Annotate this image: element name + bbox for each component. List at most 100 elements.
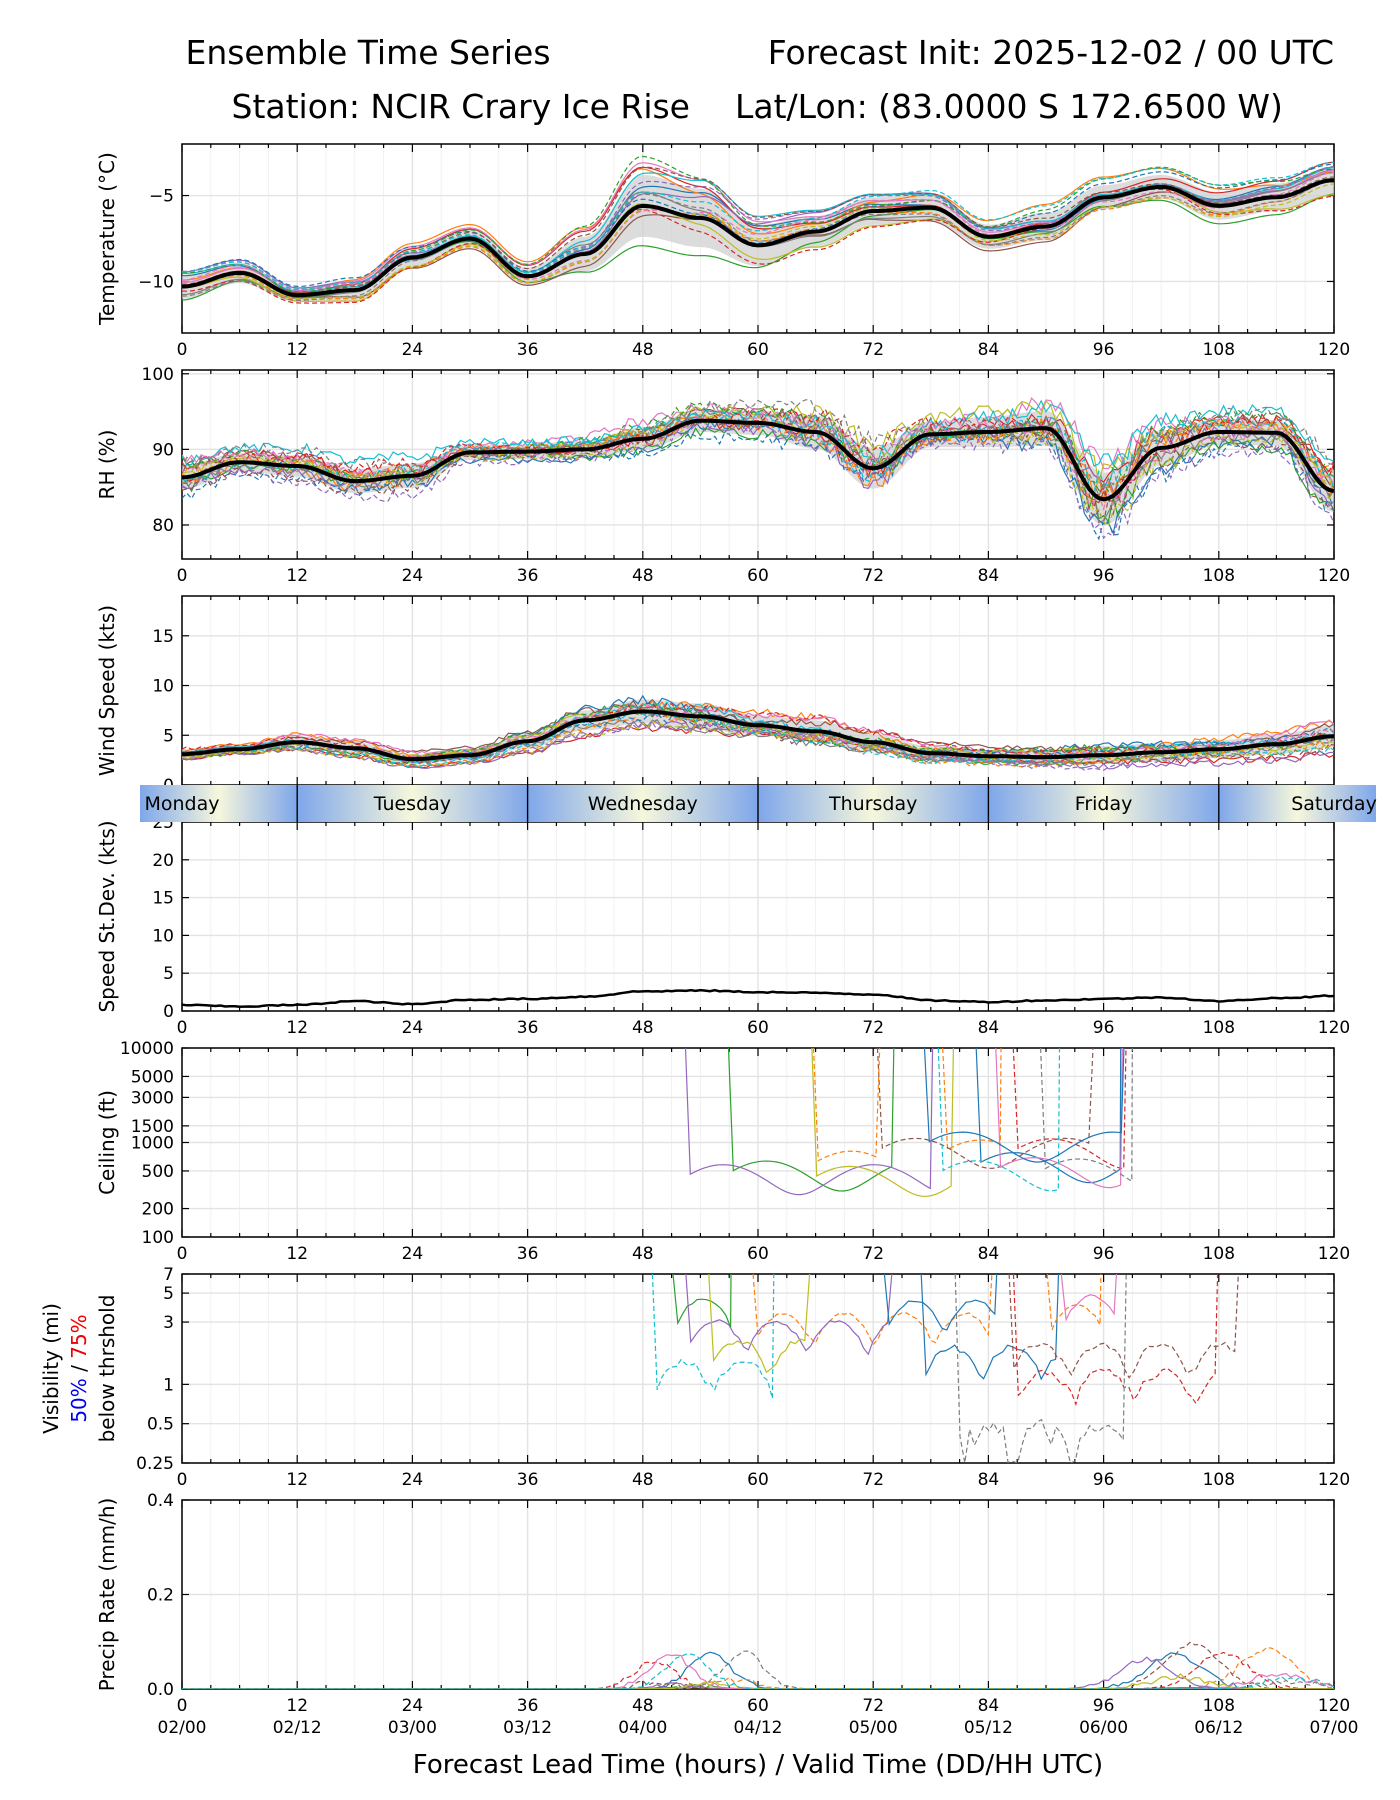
y-tick-label: 80 [152,516,174,536]
station-name: Station: NCIR Crary Ice Rise [232,87,691,126]
day-band-cell [140,785,298,822]
valid-time-label: 07/00 [1310,1718,1359,1738]
precip-member-line [182,1651,1334,1689]
x-tick-label: 108 [1203,566,1235,586]
y-tick-label: 0.4 [147,1491,174,1511]
member-line [182,706,1334,763]
member-line [182,166,1334,295]
member-line [182,166,1334,293]
member-line [182,704,1334,757]
y-tick-label: 1 [163,1375,174,1395]
x-tick-label: 96 [1093,1696,1115,1716]
panel-frame [181,143,1335,334]
day-band-cell [758,785,989,822]
x-tick-label: 48 [632,1470,654,1490]
visibility-member-line [752,1274,993,1346]
x-tick-label: 0 [177,1018,188,1038]
y-tick-label: 1500 [131,1117,174,1137]
x-tick-label: 24 [402,1696,424,1716]
y-tick-label: 500 [142,1162,174,1182]
x-tick-label: 120 [1318,1470,1350,1490]
ceiling-member-line [937,1048,1061,1192]
day-band-cell [988,785,1219,822]
plot-area [651,1274,1239,1463]
y-tick-label: 0.2 [147,1586,174,1606]
x-tick-label: 84 [978,1244,1000,1264]
mean-line [182,178,1334,298]
x-tick-label: 36 [517,1018,539,1038]
member-line [182,180,1334,301]
x-tick-label: 60 [747,566,769,586]
plot-area [684,1048,1133,1197]
visibility-member-line [883,1274,998,1331]
x-tick-label: 0 [177,566,188,586]
x-tick-label: 60 [747,1470,769,1490]
ceiling-member-line [1040,1048,1133,1183]
y-tick-label: 3000 [131,1088,174,1108]
member-line [182,398,1334,497]
y-tick-label: 10 [152,926,174,946]
mean-line [182,418,1334,502]
x-tick-label: 72 [862,1696,884,1716]
visibility-member-line [1046,1274,1102,1331]
x-tick-label: 96 [1093,1244,1115,1264]
visibility-member-line [651,1274,775,1399]
member-line [182,162,1334,290]
x-axis-bottom: 02/00 02/12 03/00 03/12 04/00 04/12 05/00 05/12… [158,1718,1359,1738]
ceiling-member-line [975,1048,1122,1184]
x-tick-label: 84 [978,1018,1000,1038]
x-tick-label: 84 [978,1470,1000,1490]
day-band-cell [527,785,758,822]
valid-time-label: 05/00 [849,1718,898,1738]
ceiling-member-line [995,1048,1123,1189]
x-tick-label: 12 [286,1696,308,1716]
y-tick-label: 0.25 [136,1454,174,1474]
label-sep: / [67,1359,91,1378]
y-tick-label: 10 [152,677,174,697]
y-tick-label: 100 [142,365,174,385]
label-75pct: 75% [67,1314,91,1358]
y-tick-label: 5 [163,1284,174,1304]
visibility-member-line [954,1274,1127,1463]
title-right: Forecast Init: 2025-12-02 / 00 UTC [768,33,1334,72]
plot-area [182,397,1334,541]
day-band-cell [1218,785,1376,822]
member-line [182,414,1334,494]
day-band: Monday Tuesday Wednesday Thursday Friday Satu… [140,785,1377,822]
panel-precip: 0.0 0.2 0.4 0 12 24 36 48 60 72 84 96 108 120 Precip R… [95,1491,1350,1716]
x-tick-label: 48 [632,1018,654,1038]
visibility-member-line [685,1274,893,1356]
day-label-saturday: Saturday [1291,793,1377,815]
valid-time-label: 04/12 [734,1718,783,1738]
precip-member-line [182,1650,1334,1689]
y-axis-label-visibility-sub: below thrshold [95,1295,119,1443]
y-axis-label-visibility-pct: 50% / 75% [67,1314,91,1422]
title-left: Ensemble Time Series [185,33,550,72]
member-line [182,721,1334,771]
day-label-tuesday: Tuesday [373,793,451,815]
x-tick-label: 0 [177,340,188,360]
ceiling-member-line [942,1048,1002,1151]
member-line [182,163,1334,288]
valid-time-label: 05/12 [964,1718,1013,1738]
visibility-member-line [672,1274,732,1328]
member-line [182,399,1334,467]
y-tick-label: 90 [152,440,174,460]
plot-area [182,155,1334,304]
y-axis-label-temperature: Temperature (°C) [95,152,119,326]
ceiling-member-line [923,1048,1125,1163]
x-tick-label: 96 [1093,566,1115,586]
x-tick-label: 60 [747,1018,769,1038]
y-tick-label: 0 [163,1002,174,1022]
x-tick-label: 96 [1093,1470,1115,1490]
member-line [182,171,1334,291]
ceiling-member-line [1012,1048,1127,1170]
y-tick-label: 15 [152,627,174,647]
member-line [182,409,1334,524]
x-tick-label: 24 [402,1018,424,1038]
mean-line [182,709,1334,762]
plot-area [182,1641,1334,1689]
x-tick-label: 84 [978,1696,1000,1716]
